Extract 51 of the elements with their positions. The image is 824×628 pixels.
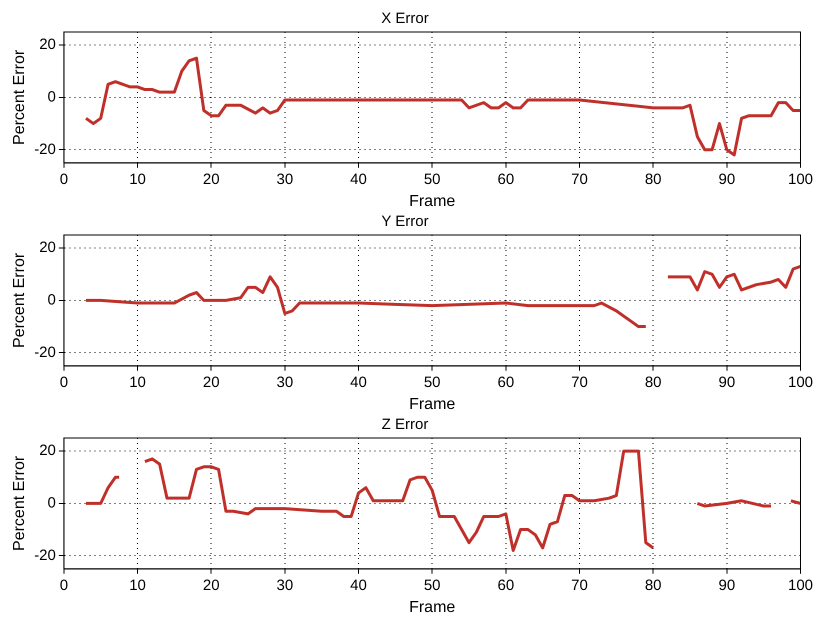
x-tick-label: 20 (202, 374, 220, 391)
y-axis-title: Percent Error (11, 252, 28, 348)
x-axis-title: Frame (409, 598, 456, 616)
x-axis-title: Frame (409, 396, 456, 413)
y-tick-label: -20 (34, 344, 56, 361)
y-tick-label: 0 (48, 494, 56, 512)
chart-title: Y Error (381, 213, 429, 230)
y-tick-label: 20 (39, 36, 56, 54)
y-tick-label: 0 (48, 292, 56, 309)
x-tick-label: 10 (129, 576, 146, 594)
x-tick-label: 100 (788, 374, 813, 391)
x-tick-label: 10 (129, 374, 146, 391)
x-tick-label: 60 (498, 374, 514, 391)
x-tick-label: 0 (60, 170, 68, 188)
x-tick-label: 90 (718, 374, 736, 391)
y-axis-title: Percent Error (11, 455, 28, 551)
x-tick-label: 90 (718, 170, 736, 188)
x-tick-label: 80 (644, 374, 662, 391)
x-axis-title: Frame (409, 192, 456, 210)
y-tick-label: -20 (34, 546, 56, 564)
x-tick-label: 70 (571, 374, 588, 391)
x-tick-label: 30 (276, 170, 294, 188)
y-axis-title: Percent Error (11, 49, 28, 145)
x-tick-label: 10 (129, 170, 146, 188)
y-tick-label: 0 (48, 88, 56, 106)
x-tick-label: 50 (424, 576, 441, 594)
x-tick-label: 60 (498, 170, 514, 188)
chart-title: Z Error (382, 416, 428, 434)
x-tick-label: 100 (788, 576, 813, 594)
x-tick-label: 0 (60, 374, 68, 391)
y-tick-label: -20 (34, 140, 56, 158)
x-tick-label: 50 (424, 170, 441, 188)
x-tick-label: 100 (788, 170, 813, 188)
x-tick-label: 30 (276, 576, 294, 594)
x-tick-label: 80 (644, 576, 662, 594)
chart-title: X Error (381, 10, 429, 28)
y-tick-label: 20 (39, 239, 56, 256)
y-tick-label: 20 (39, 442, 56, 460)
x-tick-label: 20 (202, 170, 220, 188)
x-tick-label: 90 (718, 576, 736, 594)
x-tick-label: 0 (60, 576, 68, 594)
x-tick-label: 70 (571, 576, 588, 594)
x-tick-label: 50 (424, 374, 441, 391)
x-tick-label: 30 (276, 374, 294, 391)
x-tick-label: 40 (350, 374, 367, 391)
x-tick-label: 40 (350, 576, 367, 594)
x-tick-label: 60 (498, 576, 514, 594)
x-tick-label: 80 (644, 170, 662, 188)
x-tick-label: 20 (202, 576, 220, 594)
x-tick-label: 70 (571, 170, 588, 188)
x-tick-label: 40 (350, 170, 367, 188)
